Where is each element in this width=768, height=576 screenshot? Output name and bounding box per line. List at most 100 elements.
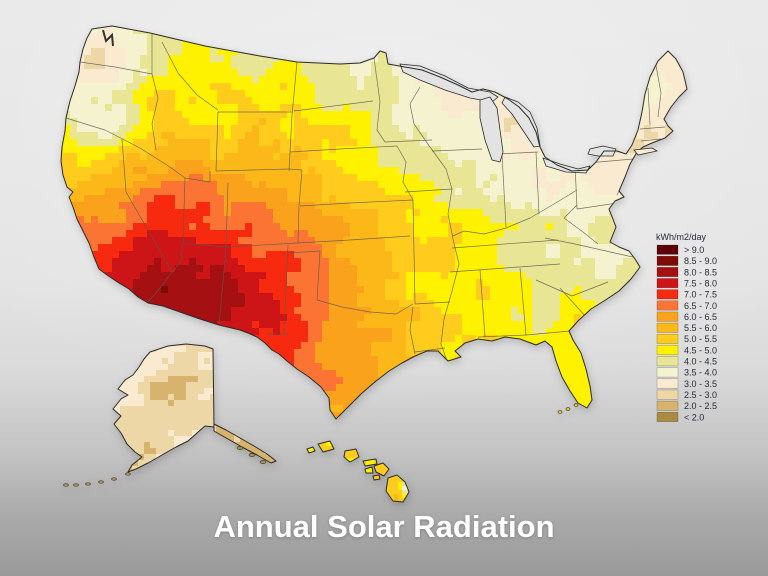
state-border-line <box>65 117 211 183</box>
state-border-line <box>477 330 571 338</box>
state-border-line <box>449 263 561 273</box>
aleutian-island <box>85 482 91 486</box>
map-legend: kWh/m2/day > 9.08.5 - 9.08.0 - 8.57.5 - 8… <box>656 232 717 422</box>
state-border-line <box>225 182 229 248</box>
hawaii-island-outline <box>306 446 316 454</box>
legend-range-label: < 2.0 <box>684 412 704 422</box>
state-border-line <box>79 61 153 75</box>
legend-entry: 8.5 - 9.0 <box>656 255 717 266</box>
hawaii-island-outline <box>385 474 410 503</box>
legend-range-label: > 9.0 <box>684 245 704 255</box>
state-border-line <box>299 199 414 207</box>
state-border-line <box>535 151 540 215</box>
state-border-line <box>414 301 451 305</box>
panhandle-island <box>259 460 267 464</box>
legend-entry: < 2.0 <box>656 412 704 422</box>
state-border-line <box>431 148 483 152</box>
hawaii-island-outline <box>343 448 360 463</box>
state-border-line <box>639 126 666 130</box>
aleutian-island <box>111 477 117 481</box>
state-border-line <box>451 239 559 249</box>
legend-range-label: 5.0 - 5.5 <box>684 334 717 344</box>
legend-range-label: 7.5 - 8.0 <box>684 278 717 288</box>
state-border-line <box>544 237 638 259</box>
state-border-line <box>316 299 414 315</box>
state-border-line <box>215 168 290 172</box>
state-border-line <box>289 145 398 153</box>
state-border-line <box>171 242 184 273</box>
state-borders <box>65 34 666 362</box>
legend-entry: 8.0 - 8.5 <box>656 267 717 277</box>
aleutian-island <box>73 483 79 487</box>
state-border-line <box>121 138 173 273</box>
map-landmasses <box>60 25 688 503</box>
lake-shape <box>399 63 499 103</box>
state-border-line <box>182 242 227 248</box>
florida-keys-island <box>557 410 563 414</box>
legend-range-label: 3.5 - 4.0 <box>684 368 717 378</box>
state-border-line <box>297 235 411 244</box>
legend-entry: 3.0 - 3.5 <box>656 378 717 389</box>
panhandle-island <box>236 446 244 450</box>
alaska-outline <box>112 343 215 473</box>
florida-keys-island <box>565 407 571 411</box>
legend-range-label: 3.0 - 3.5 <box>684 379 717 389</box>
legend-entry: 6.5 - 7.0 <box>656 300 717 311</box>
state-border-line <box>452 189 578 237</box>
legend-entry: 4.0 - 4.5 <box>656 356 717 367</box>
hawaii-island-outline <box>373 462 390 477</box>
state-border-line <box>147 271 173 303</box>
puget-sound <box>102 29 114 47</box>
state-border-line <box>182 177 186 244</box>
state-border-line <box>519 267 527 336</box>
hawaii-raster-cells <box>307 441 409 502</box>
legend-swatch <box>656 367 679 378</box>
legend-entry: 6.0 - 6.5 <box>656 311 717 322</box>
hawaii-island-outline <box>364 466 374 474</box>
legend-swatch <box>656 278 679 289</box>
aleutian-island <box>98 480 104 484</box>
legend-range-label: 4.0 - 4.5 <box>684 357 717 367</box>
state-border-line <box>225 242 299 248</box>
state-border-line <box>559 287 587 318</box>
legend-range-label: 5.5 - 6.0 <box>684 323 717 333</box>
state-border-line <box>412 199 416 305</box>
hawaii-island-outline <box>362 458 378 467</box>
legend-swatch <box>656 389 679 400</box>
legend-swatch <box>656 400 679 411</box>
legend-swatch <box>656 300 679 311</box>
state-border-line <box>396 145 414 201</box>
legend-swatch <box>656 255 679 266</box>
legend-range-label: 6.0 - 6.5 <box>684 312 717 322</box>
coastline-outlines <box>60 25 688 503</box>
legend-entry: 7.5 - 8.0 <box>656 278 717 289</box>
state-border-line <box>283 244 289 334</box>
legend-entry: > 9.0 <box>656 244 704 255</box>
state-border-line <box>497 151 539 155</box>
legend-swatch <box>656 289 679 300</box>
state-border-line <box>409 306 416 355</box>
state-border-line <box>373 57 386 143</box>
legend-swatch <box>656 333 679 344</box>
state-border-line <box>501 153 507 228</box>
legend-swatch <box>656 378 679 389</box>
state-border-line <box>535 279 609 297</box>
state-border-line <box>316 250 321 301</box>
lake-shape <box>587 145 617 157</box>
legend-swatch <box>656 267 679 277</box>
legend-swatch <box>656 412 679 422</box>
state-border-line <box>384 139 433 143</box>
lake-shape <box>501 96 541 148</box>
legend-entry: 5.0 - 5.5 <box>656 333 717 344</box>
state-border-line <box>647 87 651 126</box>
legend-units-label: kWh/m2/day <box>656 232 707 242</box>
legend-entry: 5.5 - 6.0 <box>656 322 717 333</box>
state-border-line <box>293 100 374 112</box>
state-border-line <box>409 86 421 125</box>
florida-keys-island <box>573 403 579 407</box>
legend-entry: 7.0 - 7.5 <box>656 289 717 300</box>
state-border-line <box>151 73 159 151</box>
legend-range-label: 8.0 - 8.5 <box>684 267 717 277</box>
legend-range-label: 2.5 - 3.0 <box>684 390 717 400</box>
